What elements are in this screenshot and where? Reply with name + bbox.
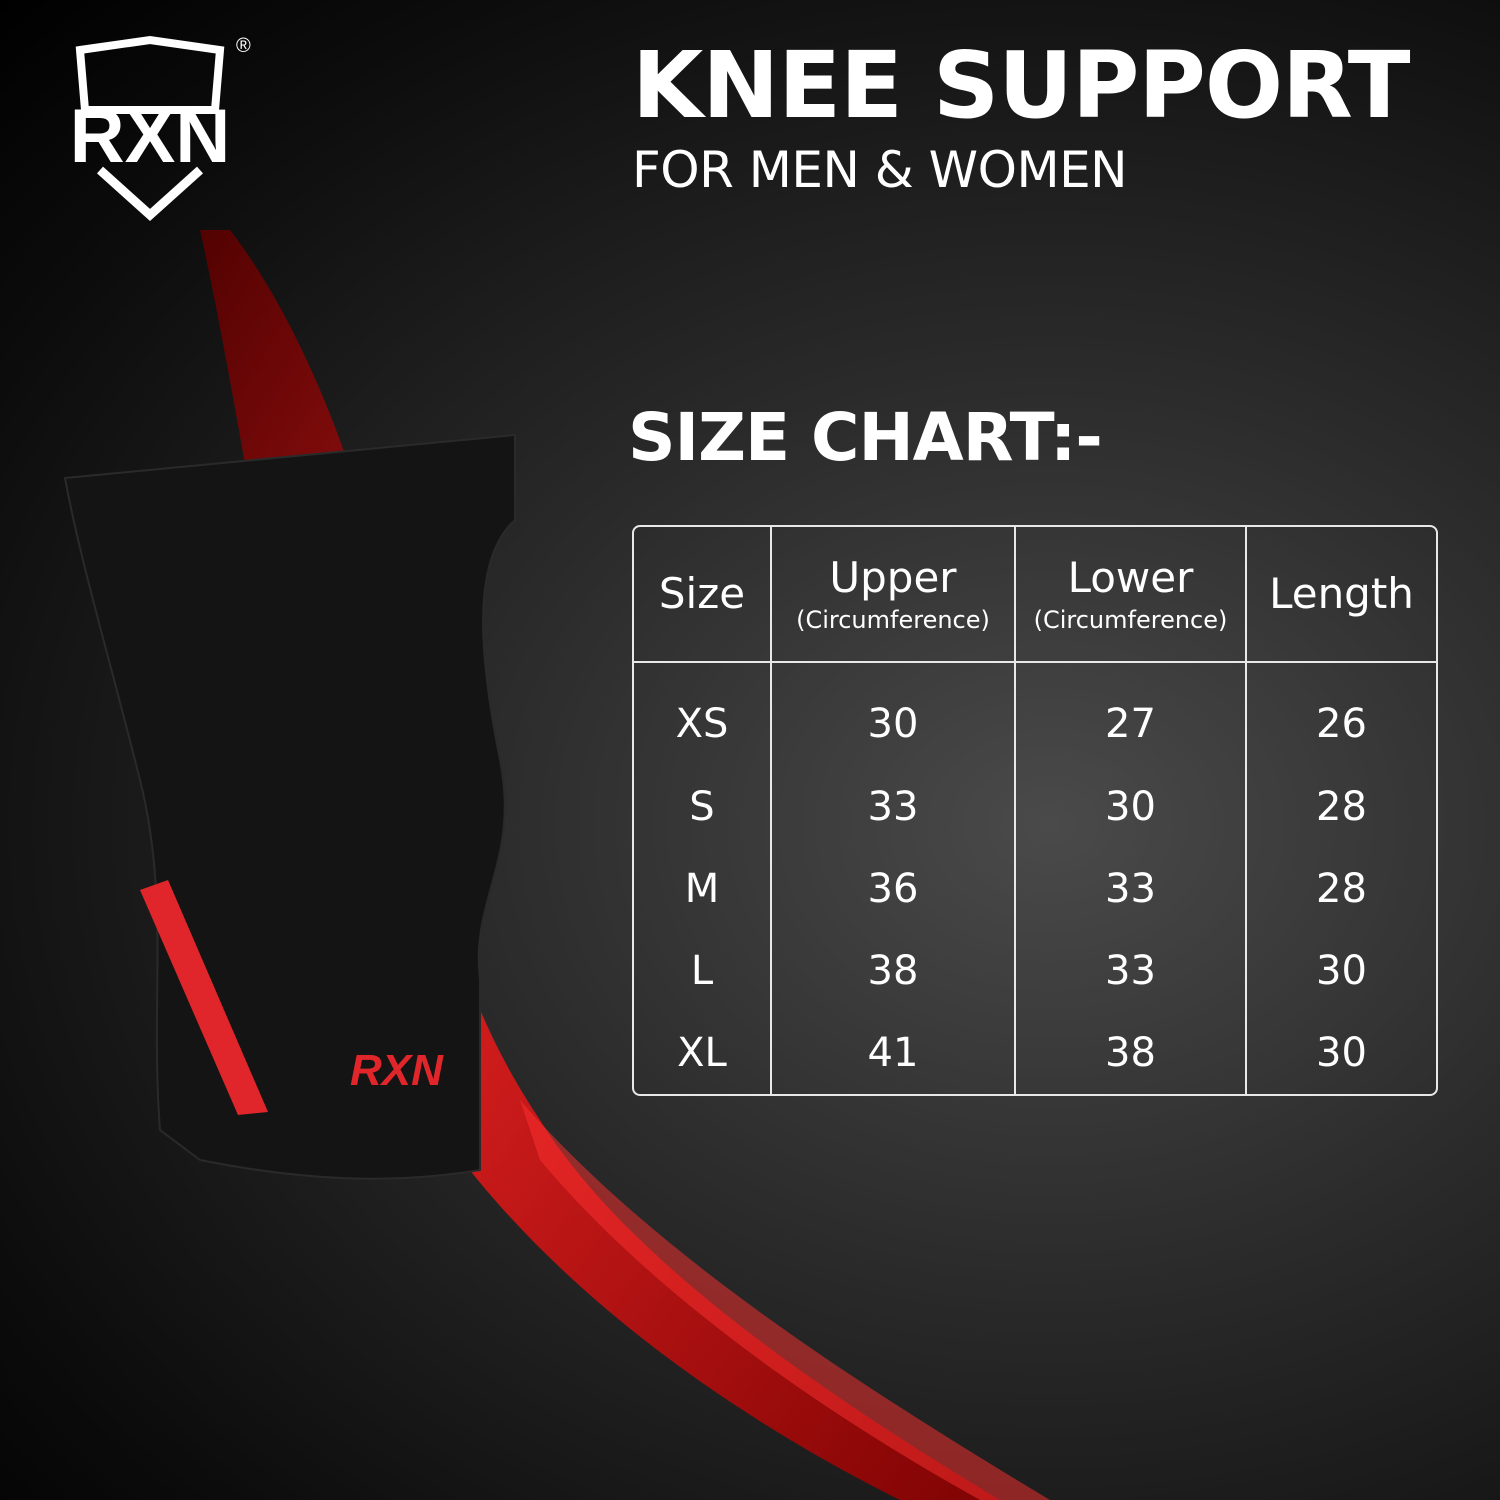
page-subtitle: FOR MEN & WOMEN — [632, 141, 1128, 199]
cell-length: 26 — [1245, 663, 1436, 766]
table-row: XS 30 27 26 — [634, 663, 1436, 766]
cell-lower: 33 — [1014, 847, 1245, 930]
table-row: XL 41 38 30 — [634, 1011, 1436, 1094]
sleeve-logo: RXN — [350, 1046, 444, 1095]
cell-length: 30 — [1245, 929, 1436, 1012]
size-chart-heading: SIZE CHART:- — [628, 399, 1103, 476]
cell-upper: 41 — [770, 1011, 1014, 1094]
page-title: KNEE SUPPORT — [632, 32, 1411, 139]
cell-upper: 36 — [770, 847, 1014, 930]
cell-length: 30 — [1245, 1011, 1436, 1094]
svg-text:RXN: RXN — [70, 94, 230, 179]
cell-size: XL — [677, 1029, 727, 1076]
cell-size: S — [689, 783, 715, 830]
table-row: L 38 33 30 — [634, 929, 1436, 1012]
column-header-lower: Lower (Circumference) — [1014, 527, 1245, 663]
column-header-upper: Upper (Circumference) — [770, 527, 1014, 663]
cell-size: XS — [675, 701, 729, 748]
svg-text:®: ® — [236, 35, 251, 57]
cell-upper: 33 — [770, 765, 1014, 848]
cell-lower: 27 — [1014, 663, 1245, 766]
cell-size: M — [684, 865, 720, 912]
cell-size: L — [690, 947, 714, 994]
cell-upper: 38 — [770, 929, 1014, 1012]
cell-lower: 38 — [1014, 1011, 1245, 1094]
table-row: M 36 33 28 — [634, 847, 1436, 930]
column-header-length: Length — [1245, 527, 1436, 663]
size-chart-table: Size Upper (Circumference) Lower (Circumfe… — [632, 525, 1438, 1096]
cell-length: 28 — [1245, 765, 1436, 848]
cell-length: 28 — [1245, 847, 1436, 930]
table-row: S 33 30 28 — [634, 765, 1436, 848]
cell-lower: 30 — [1014, 765, 1245, 848]
column-header-size: Size — [634, 527, 770, 663]
table-header-row: Size Upper (Circumference) Lower (Circumfe… — [634, 527, 1436, 663]
brand-logo: RXN ® — [40, 30, 260, 230]
cell-upper: 30 — [770, 663, 1014, 766]
cell-lower: 33 — [1014, 929, 1245, 1012]
